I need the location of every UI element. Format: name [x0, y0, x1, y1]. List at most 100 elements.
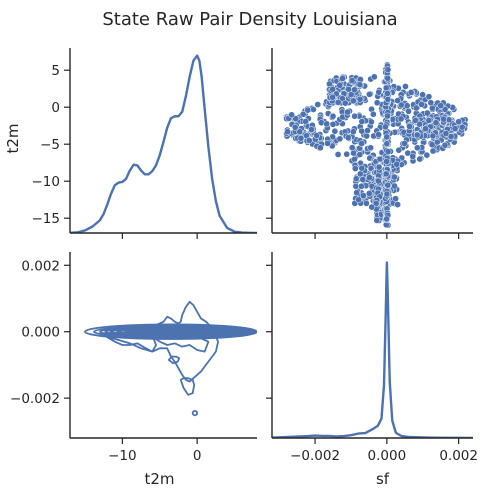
contour-outer: [102, 300, 219, 383]
scatter-point: [329, 93, 336, 101]
scatter-point: [343, 150, 351, 158]
scatter-point: [406, 123, 413, 130]
scatter-point: [413, 131, 421, 139]
scatter-point: [412, 104, 420, 112]
scatter-point: [397, 101, 405, 109]
scatter-point: [384, 74, 392, 82]
x-axis-label-t2m: t2m: [144, 470, 174, 488]
scatter-point: [292, 115, 300, 122]
scatter-point: [356, 95, 364, 103]
scatter-point: [352, 183, 360, 190]
scatter-point: [299, 110, 307, 118]
scatter-point: [433, 138, 441, 146]
scatter-point: [412, 117, 419, 124]
scatter-point: [403, 102, 411, 110]
scatter-point: [334, 99, 342, 106]
scatter-point: [360, 192, 367, 200]
scatter-point: [358, 140, 366, 147]
scatter-point: [356, 81, 364, 89]
contour-group: [84, 300, 257, 417]
scatter-point: [356, 151, 364, 158]
scatter-point: [341, 99, 349, 107]
scatter-point: [329, 121, 337, 128]
scatter-point: [336, 135, 344, 143]
scatter-point: [353, 189, 360, 196]
scatter-point: [405, 107, 412, 115]
scatter-point: [422, 125, 429, 133]
scatter-point: [373, 217, 381, 224]
scatter-point: [351, 86, 358, 94]
scatter-point: [437, 102, 445, 109]
scatter-point: [409, 153, 417, 160]
scatter-point: [441, 106, 449, 113]
scatter-point: [323, 120, 331, 128]
scatter-point: [407, 89, 415, 96]
scatter-point: [355, 196, 362, 204]
scatter-point: [397, 115, 405, 123]
sf-x-tick-label: 0.002: [439, 448, 478, 464]
scatter-point: [352, 175, 360, 183]
y-axis-label-t2m: t2m: [4, 123, 22, 153]
scatter-point: [370, 110, 377, 118]
scatter-point: [344, 134, 352, 141]
scatter-point: [329, 112, 337, 120]
contour-inner: [167, 355, 181, 365]
contour-level: [93, 324, 257, 339]
scatter-point: [291, 123, 299, 131]
scatter-point: [384, 181, 392, 189]
scatter-point: [359, 176, 367, 183]
t2m-y-tick-label: −5: [40, 137, 60, 153]
sf-kde-curve: [272, 261, 473, 438]
scatter-point: [394, 201, 401, 208]
scatter-point: [375, 88, 383, 96]
scatter-point: [366, 174, 373, 181]
t2m-kde-group: [70, 54, 257, 233]
t2m-x-tick-label: −10: [108, 448, 137, 464]
scatter-point: [356, 170, 364, 178]
scatter-point: [344, 108, 351, 116]
scatter-point: [358, 164, 366, 172]
scatter-point: [314, 101, 322, 108]
scatter-point: [393, 160, 401, 168]
scatter-point: [384, 96, 392, 103]
sf-y-tick-label: −0.002: [10, 391, 60, 407]
scatter-point: [304, 106, 312, 114]
t2m-kde-curve: [70, 54, 257, 233]
scatter-point: [440, 115, 447, 123]
scatter-point: [383, 140, 391, 148]
scatter-point: [284, 128, 291, 136]
scatter-point: [347, 91, 355, 98]
scatter-point: [297, 134, 305, 142]
scatter-point: [382, 170, 390, 178]
scatter-point: [364, 127, 371, 134]
scatter-point: [373, 99, 381, 107]
scatter-point: [296, 128, 304, 136]
scatter-point: [455, 118, 462, 126]
scatter-point: [384, 66, 392, 74]
scatter-point: [447, 133, 455, 140]
scatter-point: [367, 144, 374, 152]
scatter-point: [339, 75, 346, 82]
contour-dot: [191, 409, 199, 417]
scatter-point: [404, 149, 412, 157]
scatter-point: [365, 190, 373, 197]
scatter-point: [427, 99, 435, 107]
scatter-point: [382, 123, 389, 131]
sf-x-tick-label: −0.002: [290, 448, 340, 464]
scatter-point: [376, 155, 384, 163]
scatter-point: [331, 127, 339, 135]
scatter-point: [288, 111, 295, 119]
scatter-point: [384, 112, 391, 120]
scatter-point: [442, 130, 450, 137]
scatter-point: [416, 155, 424, 163]
scatter-point: [358, 127, 366, 135]
scatter-point: [375, 131, 382, 138]
scatter-point: [358, 118, 366, 125]
scatter-point: [432, 119, 440, 127]
scatter-point: [383, 133, 391, 141]
pair-panels: −15 −10 −5 0 5 −0.002 0.000 0.002 −10 0 −0.002 0.00…: [4, 48, 478, 488]
scatter-point: [418, 101, 425, 108]
scatter-point: [348, 77, 356, 84]
scatter-point: [348, 144, 356, 151]
